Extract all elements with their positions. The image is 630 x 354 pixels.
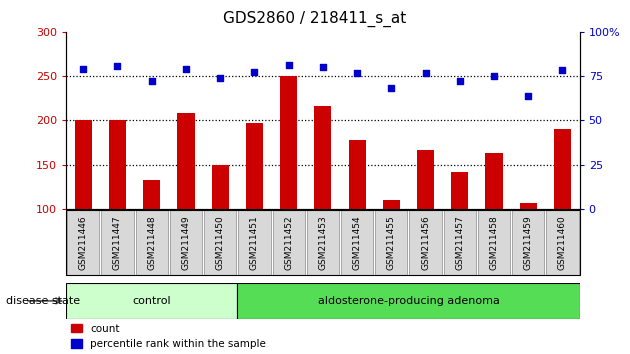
Text: control: control	[132, 296, 171, 306]
Point	[489, 73, 499, 79]
Point	[524, 94, 534, 99]
Text: GSM211458: GSM211458	[490, 215, 498, 270]
FancyBboxPatch shape	[204, 210, 236, 275]
FancyBboxPatch shape	[512, 210, 544, 275]
Bar	[212, 165, 229, 209]
Text: disease state: disease state	[6, 296, 81, 306]
Bar	[246, 123, 263, 209]
Text: GSM211457: GSM211457	[455, 215, 464, 270]
FancyBboxPatch shape	[546, 210, 578, 275]
Legend: count, percentile rank within the sample: count, percentile rank within the sample	[71, 324, 266, 349]
Bar	[75, 120, 92, 209]
Point	[421, 70, 431, 75]
FancyBboxPatch shape	[238, 210, 270, 275]
Bar	[486, 153, 503, 209]
Point	[249, 69, 260, 75]
FancyBboxPatch shape	[135, 210, 168, 275]
Bar	[280, 76, 297, 209]
Point	[215, 75, 226, 81]
Text: GSM211455: GSM211455	[387, 215, 396, 270]
Bar	[314, 106, 331, 209]
Point	[455, 78, 465, 84]
Point	[352, 71, 362, 76]
Point	[181, 66, 191, 72]
Point	[558, 67, 568, 73]
FancyBboxPatch shape	[478, 210, 510, 275]
FancyBboxPatch shape	[341, 210, 373, 275]
Text: GSM211448: GSM211448	[147, 215, 156, 270]
Point	[78, 66, 88, 72]
FancyBboxPatch shape	[67, 210, 100, 275]
Bar	[554, 129, 571, 209]
FancyBboxPatch shape	[101, 210, 134, 275]
Text: GDS2860 / 218411_s_at: GDS2860 / 218411_s_at	[224, 11, 406, 27]
Text: GSM211447: GSM211447	[113, 215, 122, 270]
Point	[318, 64, 328, 70]
Point	[112, 64, 122, 69]
Text: GSM211460: GSM211460	[558, 215, 567, 270]
Bar	[520, 202, 537, 209]
FancyBboxPatch shape	[66, 283, 238, 319]
Point	[147, 79, 157, 84]
Bar	[417, 149, 434, 209]
Text: aldosterone-producing adenoma: aldosterone-producing adenoma	[318, 296, 500, 306]
Bar	[383, 200, 400, 209]
Point	[284, 62, 294, 68]
Text: GSM211449: GSM211449	[181, 215, 190, 270]
Text: GSM211459: GSM211459	[524, 215, 533, 270]
Bar	[451, 172, 468, 209]
FancyBboxPatch shape	[170, 210, 202, 275]
FancyBboxPatch shape	[273, 210, 305, 275]
Bar	[109, 120, 126, 209]
Text: GSM211456: GSM211456	[421, 215, 430, 270]
Text: GSM211453: GSM211453	[318, 215, 328, 270]
Point	[386, 85, 396, 91]
FancyBboxPatch shape	[410, 210, 442, 275]
FancyBboxPatch shape	[307, 210, 339, 275]
Bar	[348, 140, 365, 209]
Text: GSM211454: GSM211454	[353, 215, 362, 270]
FancyBboxPatch shape	[375, 210, 408, 275]
Text: GSM211451: GSM211451	[250, 215, 259, 270]
Text: GSM211446: GSM211446	[79, 215, 88, 270]
Text: GSM211450: GSM211450	[215, 215, 225, 270]
FancyBboxPatch shape	[238, 283, 580, 319]
Bar	[143, 180, 160, 209]
Bar	[178, 113, 195, 209]
FancyBboxPatch shape	[444, 210, 476, 275]
Text: GSM211452: GSM211452	[284, 215, 293, 270]
